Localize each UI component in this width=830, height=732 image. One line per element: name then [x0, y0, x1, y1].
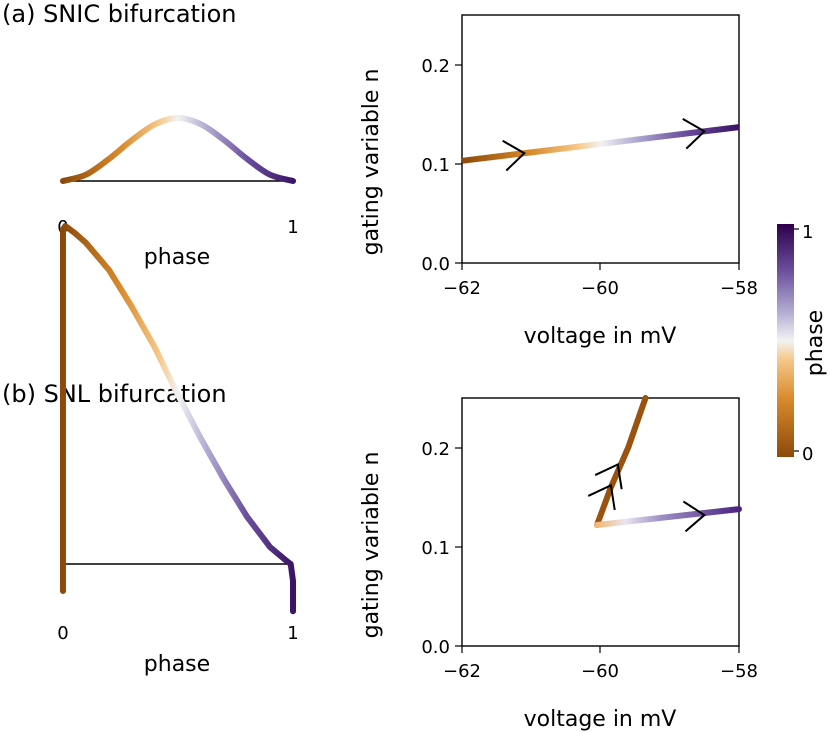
direction-arrow	[502, 139, 526, 172]
y-tick-label: 0.1	[421, 155, 450, 176]
x-tick-label: 1	[287, 217, 298, 238]
colorbar: 1 0 phase	[777, 222, 828, 465]
colorbar-gradient	[777, 224, 794, 457]
x-axis-label: phase	[144, 652, 210, 677]
colorbar-label: phase	[803, 310, 828, 376]
y-tick-label: 0.0	[421, 254, 450, 275]
x-tick-label: −60	[581, 278, 619, 299]
panel-b-title: (b) SNL bifurcation	[2, 380, 227, 408]
direction-arrow	[682, 117, 707, 150]
x-tick-label: −58	[720, 278, 758, 299]
x-tick-label: 1	[287, 623, 298, 644]
phase-curve	[60, 223, 296, 615]
x-axis-label: voltage in mV	[524, 707, 677, 732]
y-tick-label: 0.2	[421, 439, 450, 460]
panel-a-title: (a) SNIC bifurcation	[2, 0, 237, 28]
x-tick-label: −60	[581, 661, 619, 682]
panel-a-phase-portrait: 0.0 0.1 0.2 −62 −60 −58 voltage in mV ga…	[359, 14, 758, 349]
trajectory-line	[594, 506, 742, 528]
y-tick-label: 0.0	[421, 637, 450, 658]
colorbar-tick-label: 0	[802, 444, 813, 465]
y-axis-label: gating variable n	[359, 69, 384, 256]
panel-b-phase-portrait: 0.0 0.1 0.2 −62 −60 −58 voltage in mV ga…	[359, 395, 758, 732]
trajectory-line	[594, 395, 649, 528]
x-tick-label: −62	[443, 278, 481, 299]
y-tick-label: 0.1	[421, 538, 450, 559]
x-tick-label: −62	[443, 661, 481, 682]
x-axis-label: phase	[144, 245, 210, 270]
direction-arrow	[682, 500, 707, 533]
y-axis-label: gating variable n	[359, 452, 384, 639]
panel-b-phase-plot: 0 1 phase	[57, 223, 299, 677]
direction-arrow	[594, 462, 623, 490]
x-axis-label: voltage in mV	[524, 324, 677, 349]
colorbar-tick-label: 1	[802, 222, 813, 243]
phase-curve	[60, 114, 296, 184]
direction-arrow	[587, 483, 616, 511]
trajectory-line	[461, 124, 740, 164]
y-tick-label: 0.2	[421, 56, 450, 77]
x-tick-label: −58	[720, 661, 758, 682]
x-tick-label: 0	[57, 623, 68, 644]
